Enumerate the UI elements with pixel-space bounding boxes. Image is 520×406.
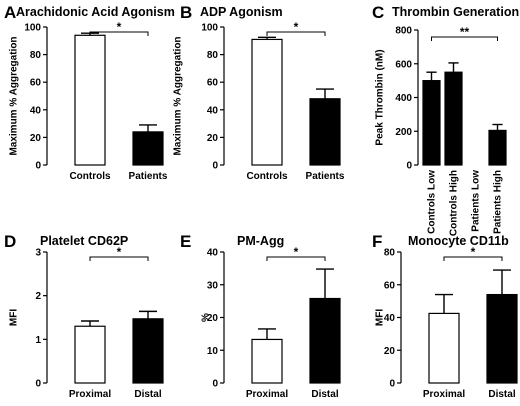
y-tick-label: 1	[35, 335, 41, 346]
x-category-label: Patients Low	[471, 170, 482, 232]
y-tick-label: 100	[24, 23, 41, 34]
y-tick-label: 0	[35, 161, 41, 172]
y-tick-label: 2	[35, 291, 41, 302]
y-axis-label: Maximum % Aggregation	[9, 36, 20, 155]
panel-title: PM-Agg	[237, 234, 284, 248]
panel-b: B ADP Agonism Maximum % Aggregation 0 20 40 60…	[173, 3, 345, 182]
y-axis-label: MFI	[9, 309, 20, 326]
panel-letter: A	[4, 3, 16, 22]
x-category-label: Distal	[134, 389, 161, 400]
y-tick-label: 20	[207, 133, 219, 144]
y-axis-label: %	[201, 313, 212, 322]
panel-letter: F	[372, 232, 382, 251]
significance-marker: **	[460, 25, 470, 39]
y-tick-label: 200	[395, 127, 412, 138]
x-category-label: Controls	[69, 171, 111, 182]
significance-bracket	[89, 31, 149, 36]
y-tick-label: 80	[384, 248, 396, 259]
y-tick-label: 80	[207, 50, 219, 61]
y-tick-label: 400	[395, 93, 412, 104]
y-tick-label: 60	[384, 280, 396, 291]
bar	[132, 318, 164, 384]
x-category-label: Distal	[488, 389, 515, 400]
y-tick-label: 40	[207, 248, 219, 259]
y-axis-label: Maximum % Aggregation	[173, 36, 184, 155]
x-category-label: Patients	[306, 171, 345, 182]
y-tick-label: 40	[207, 105, 219, 116]
significance-bracket	[431, 36, 498, 41]
y-tick-label: 600	[395, 59, 412, 70]
panel-letter: B	[180, 3, 192, 22]
significance-marker: *	[294, 20, 299, 34]
x-category-label: Patients High	[493, 170, 504, 234]
y-tick-label: 0	[212, 379, 218, 390]
significance-bracket	[266, 256, 326, 261]
y-tick-label: 60	[207, 78, 219, 89]
panel-letter: C	[372, 3, 384, 22]
y-tick-label: 40	[30, 105, 42, 116]
panel-a: A Arachidonic Acid Agonism Maximum % Aggre…	[4, 3, 175, 182]
y-tick-label: 0	[406, 161, 412, 172]
y-tick-label: 30	[207, 280, 219, 291]
y-tick-label: 80	[30, 50, 42, 61]
x-category-label: Proximal	[246, 389, 288, 400]
bar	[422, 80, 441, 166]
panel-title: Arachidonic Acid Agonism	[16, 5, 175, 19]
y-tick-label: 60	[30, 78, 42, 89]
significance-bracket	[266, 31, 326, 36]
bar	[428, 312, 460, 384]
significance-marker: *	[117, 245, 122, 259]
bar	[74, 325, 106, 384]
panel-d: D Platelet CD62P MFI 0 1 2 3 Proximal Distal *	[4, 232, 164, 400]
x-category-label: Controls High	[449, 170, 460, 236]
panel-title: Thrombin Generation	[392, 5, 519, 19]
panel-letter: E	[180, 232, 191, 251]
significance-marker: *	[117, 20, 122, 34]
bar	[309, 98, 341, 166]
y-tick-label: 0	[389, 379, 395, 390]
panel-title: Platelet CD62P	[40, 234, 128, 248]
panel-title: ADP Agonism	[200, 5, 283, 19]
panel-title: Monocyte CD11b	[408, 234, 509, 248]
x-category-label: Distal	[311, 389, 338, 400]
bar	[486, 293, 518, 384]
panel-f: F Monocyte CD11b MFI 0 20 40 60 80 Proximal Dista…	[372, 232, 518, 400]
y-tick-label: 800	[395, 26, 412, 37]
significance-bracket	[89, 256, 149, 261]
x-category-label: Controls Low	[427, 170, 438, 234]
bar	[444, 71, 463, 166]
y-tick-label: 0	[212, 161, 218, 172]
y-axis-label: Peak Thrombin (nM)	[375, 49, 386, 145]
y-tick-label: 20	[30, 133, 42, 144]
y-axis-label: MFI	[375, 309, 386, 326]
bar	[251, 338, 283, 384]
x-category-label: Patients	[129, 171, 168, 182]
x-category-label: Controls	[246, 171, 288, 182]
y-tick-label: 0	[35, 379, 41, 390]
y-tick-label: 20	[384, 346, 396, 357]
y-tick-label: 3	[35, 248, 41, 259]
bar	[132, 131, 164, 166]
y-tick-label: 20	[207, 313, 219, 324]
panel-letter: D	[4, 232, 16, 251]
bar	[309, 297, 341, 384]
x-category-label: Proximal	[69, 389, 111, 400]
panel-e: E PM-Agg% 0 10 20 30 40 Proximal Distal *	[180, 232, 341, 400]
panel-c: C Thrombin Generation Peak Thrombin (nM) 0 2…	[372, 3, 519, 236]
significance-bracket	[443, 256, 503, 261]
bar	[74, 34, 106, 166]
y-tick-label: 100	[201, 23, 218, 34]
y-tick-label: 40	[384, 313, 396, 324]
significance-marker: *	[294, 245, 299, 259]
y-tick-label: 10	[207, 346, 219, 357]
bar	[488, 129, 507, 166]
bar	[251, 38, 283, 166]
significance-marker: *	[471, 245, 476, 259]
x-category-label: Proximal	[423, 389, 465, 400]
